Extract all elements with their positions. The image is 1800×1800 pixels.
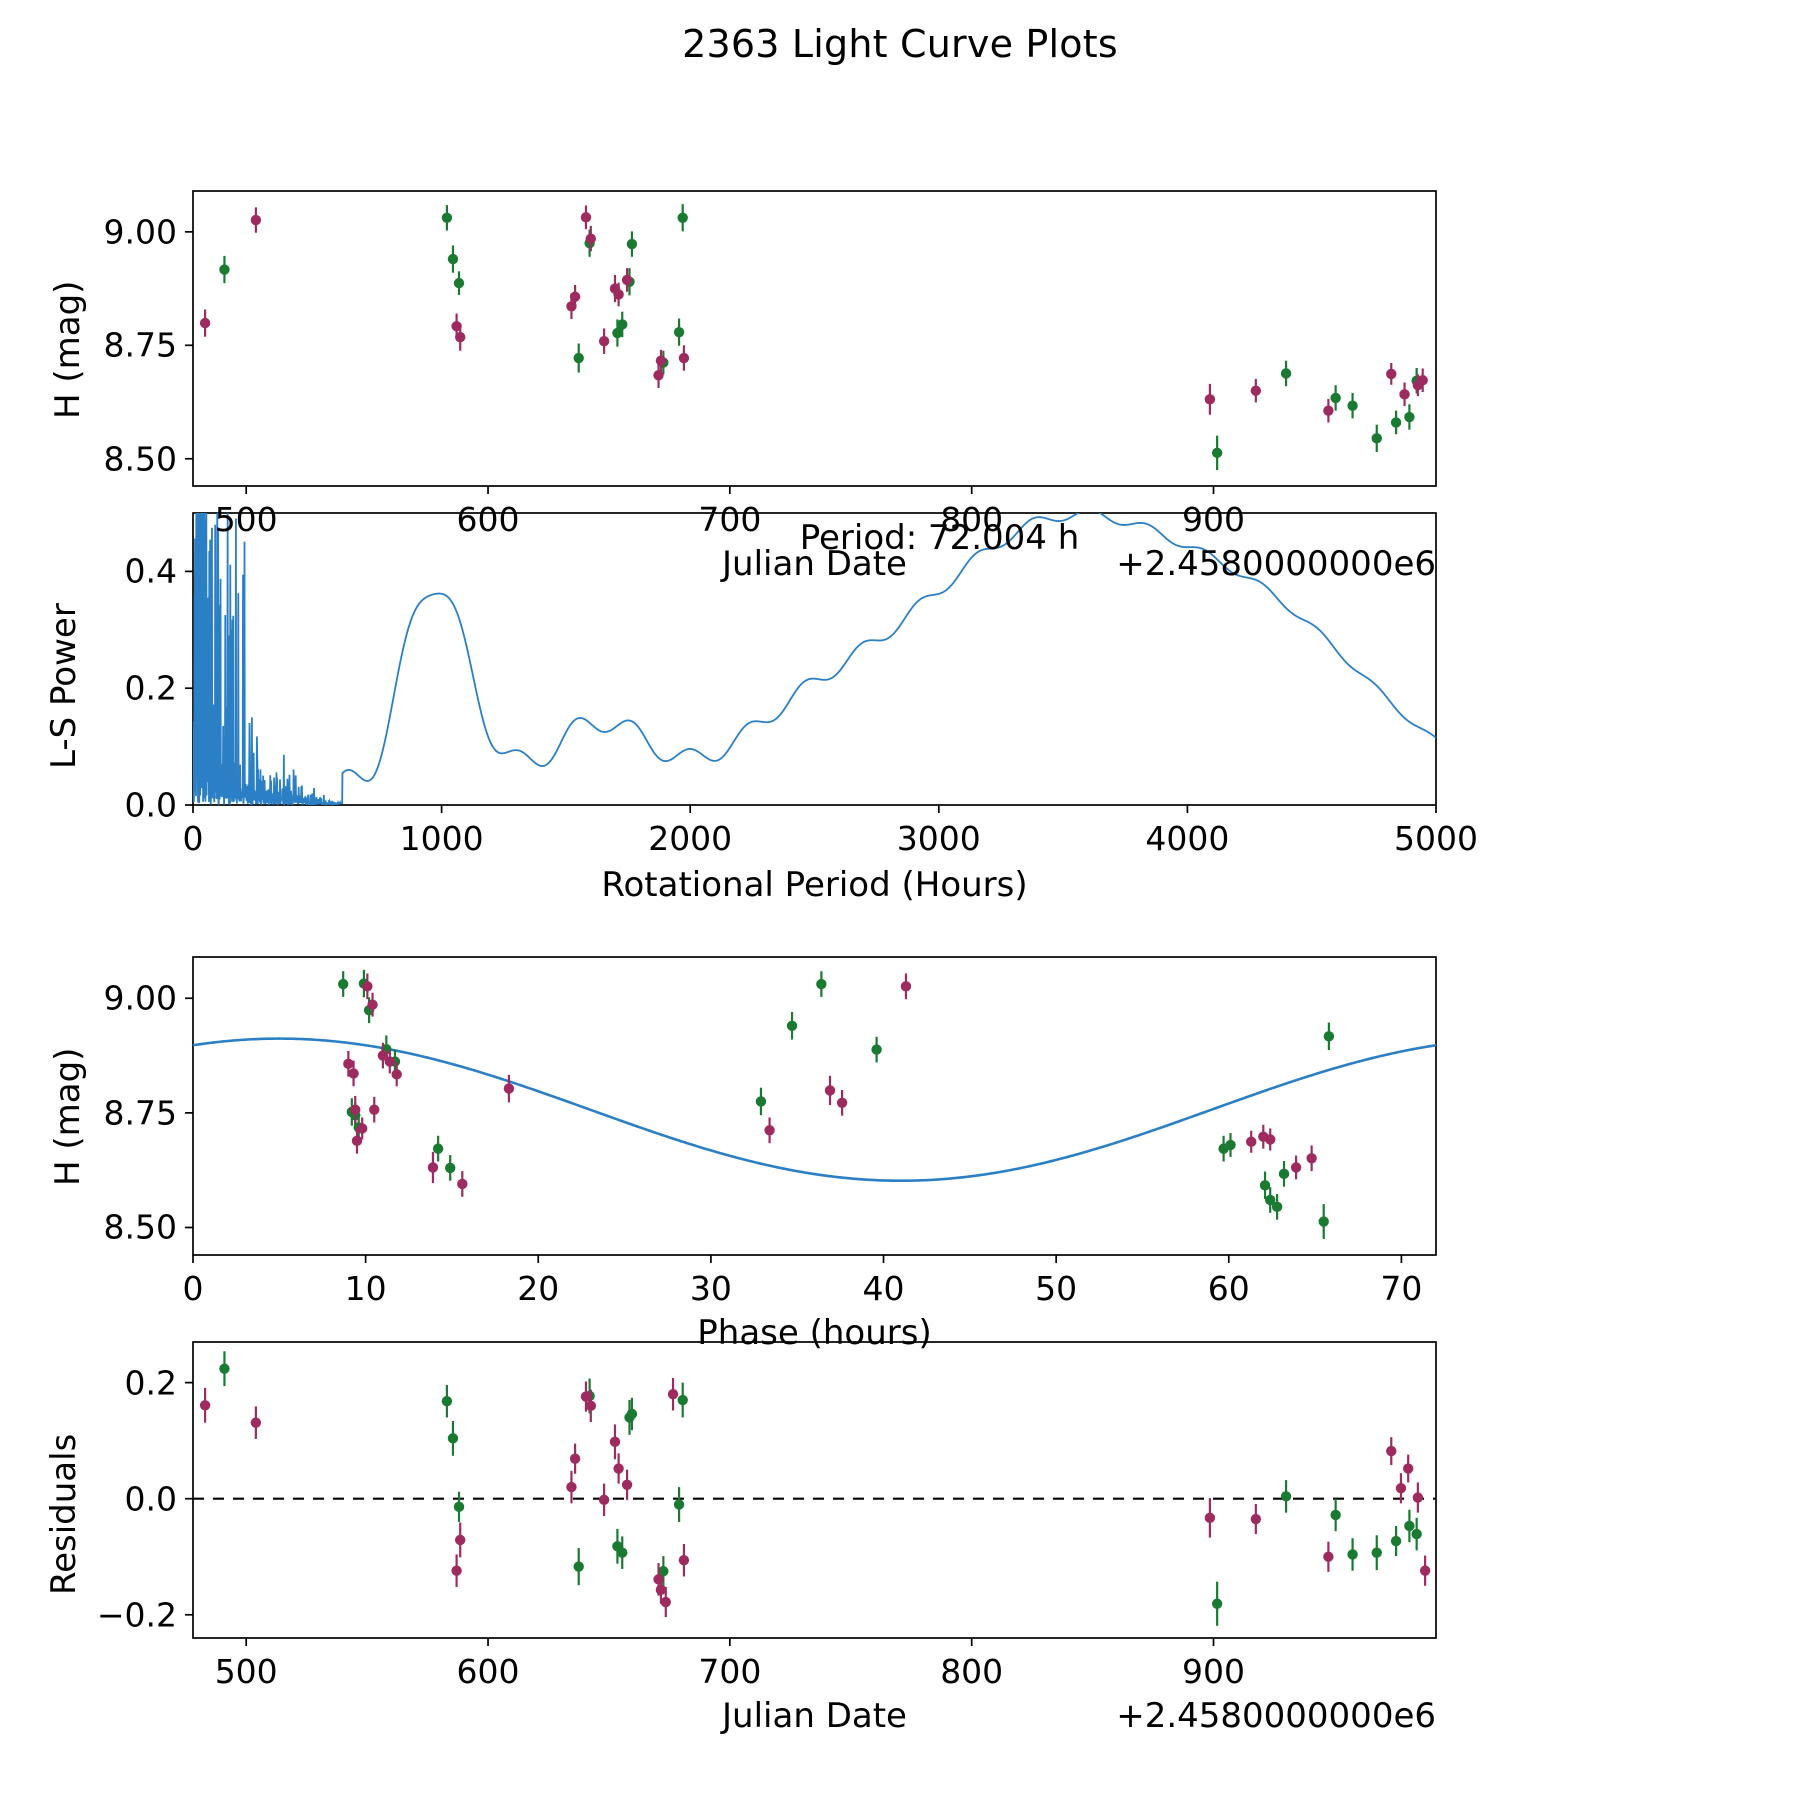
- periodogram-xtick-1: 1000: [399, 819, 484, 858]
- periodogram-xtick-0: 0: [182, 819, 204, 858]
- phasefold-xlabel: Phase (hours): [697, 1313, 932, 1353]
- residuals-xlabel: Julian Date: [722, 1696, 907, 1736]
- figure-title: 2363 Light Curve Plots: [682, 22, 1118, 66]
- periodogram-curve: [193, 513, 1436, 805]
- lightcurve-series-r-band: [199, 205, 1428, 423]
- phasefold-ytick-0: 8.50: [103, 1207, 177, 1247]
- phasefold-series-r-band: [343, 973, 1317, 1197]
- phasefold-xtick-0: 0: [182, 1269, 204, 1308]
- phasefold-ylabel: H (mag): [48, 1047, 88, 1186]
- residuals-xtick-3: 800: [940, 1652, 1004, 1691]
- phasefold-xtick-1: 10: [344, 1269, 387, 1308]
- periodogram-xtick-2: 2000: [648, 819, 733, 858]
- residuals-ytick-1: 0.0: [124, 1479, 177, 1519]
- residuals-series-g-band: [219, 1351, 1422, 1626]
- lightcurve-ytick-2: 9.00: [103, 212, 177, 252]
- periodogram-xlabel: Rotational Period (Hours): [601, 865, 1028, 905]
- phasefold-ytick-2: 9.00: [103, 978, 177, 1018]
- periodogram-xtick-5: 5000: [1394, 819, 1478, 858]
- residuals-x-offset: +2.4580000000e6: [1116, 1696, 1436, 1736]
- residuals-xtick-0: 500: [214, 1652, 278, 1691]
- periodogram-ytick-0: 0.0: [124, 785, 177, 825]
- residuals-xtick-2: 700: [698, 1652, 762, 1691]
- lightcurve-ytick-0: 8.50: [103, 439, 177, 479]
- residuals-ytick-2: 0.2: [124, 1363, 177, 1403]
- residuals-series-r-band: [199, 1377, 1431, 1618]
- residuals-ylabel: Residuals: [44, 1433, 84, 1595]
- phasefold-xtick-2: 20: [517, 1269, 560, 1308]
- lightcurve-xtick-2: 700: [698, 500, 762, 539]
- periodogram-xtick-3: 3000: [896, 819, 981, 858]
- lightcurve-xtick-0: 500: [214, 500, 278, 539]
- residuals-xtick-1: 600: [456, 1652, 520, 1691]
- periodogram-ytick-2: 0.4: [124, 551, 177, 591]
- phasefold-xtick-7: 70: [1380, 1269, 1423, 1308]
- lightcurve-xtick-3: 800: [940, 500, 1004, 539]
- phasefold-xtick-4: 40: [862, 1269, 905, 1308]
- lightcurve-xlabel: Julian Date: [722, 544, 907, 584]
- phasefold-ytick-1: 8.75: [103, 1093, 177, 1133]
- periodogram-ytick-1: 0.2: [124, 668, 177, 708]
- periodogram-ylabel: L-S Power: [44, 603, 84, 769]
- phasefold-model-curve: [192, 1037, 1437, 1183]
- lightcurve-series-g-band: [219, 204, 1422, 471]
- residuals-ytick-0: −0.2: [96, 1595, 177, 1635]
- phasefold-xtick-5: 50: [1035, 1269, 1078, 1308]
- lightcurve-ytick-1: 8.75: [103, 325, 177, 365]
- phasefold-xtick-6: 60: [1207, 1269, 1250, 1308]
- periodogram-xtick-4: 4000: [1145, 819, 1230, 858]
- residuals-xtick-4: 900: [1182, 1652, 1246, 1691]
- lightcurve-xtick-1: 600: [456, 500, 520, 539]
- lightcurve-x-offset: +2.4580000000e6: [1116, 544, 1436, 584]
- period-annotation: Period: 72.004 h: [799, 518, 1080, 558]
- phasefold-xtick-3: 30: [689, 1269, 732, 1308]
- lightcurve-xtick-4: 900: [1182, 500, 1246, 539]
- lightcurve-ylabel: H (mag): [48, 280, 88, 419]
